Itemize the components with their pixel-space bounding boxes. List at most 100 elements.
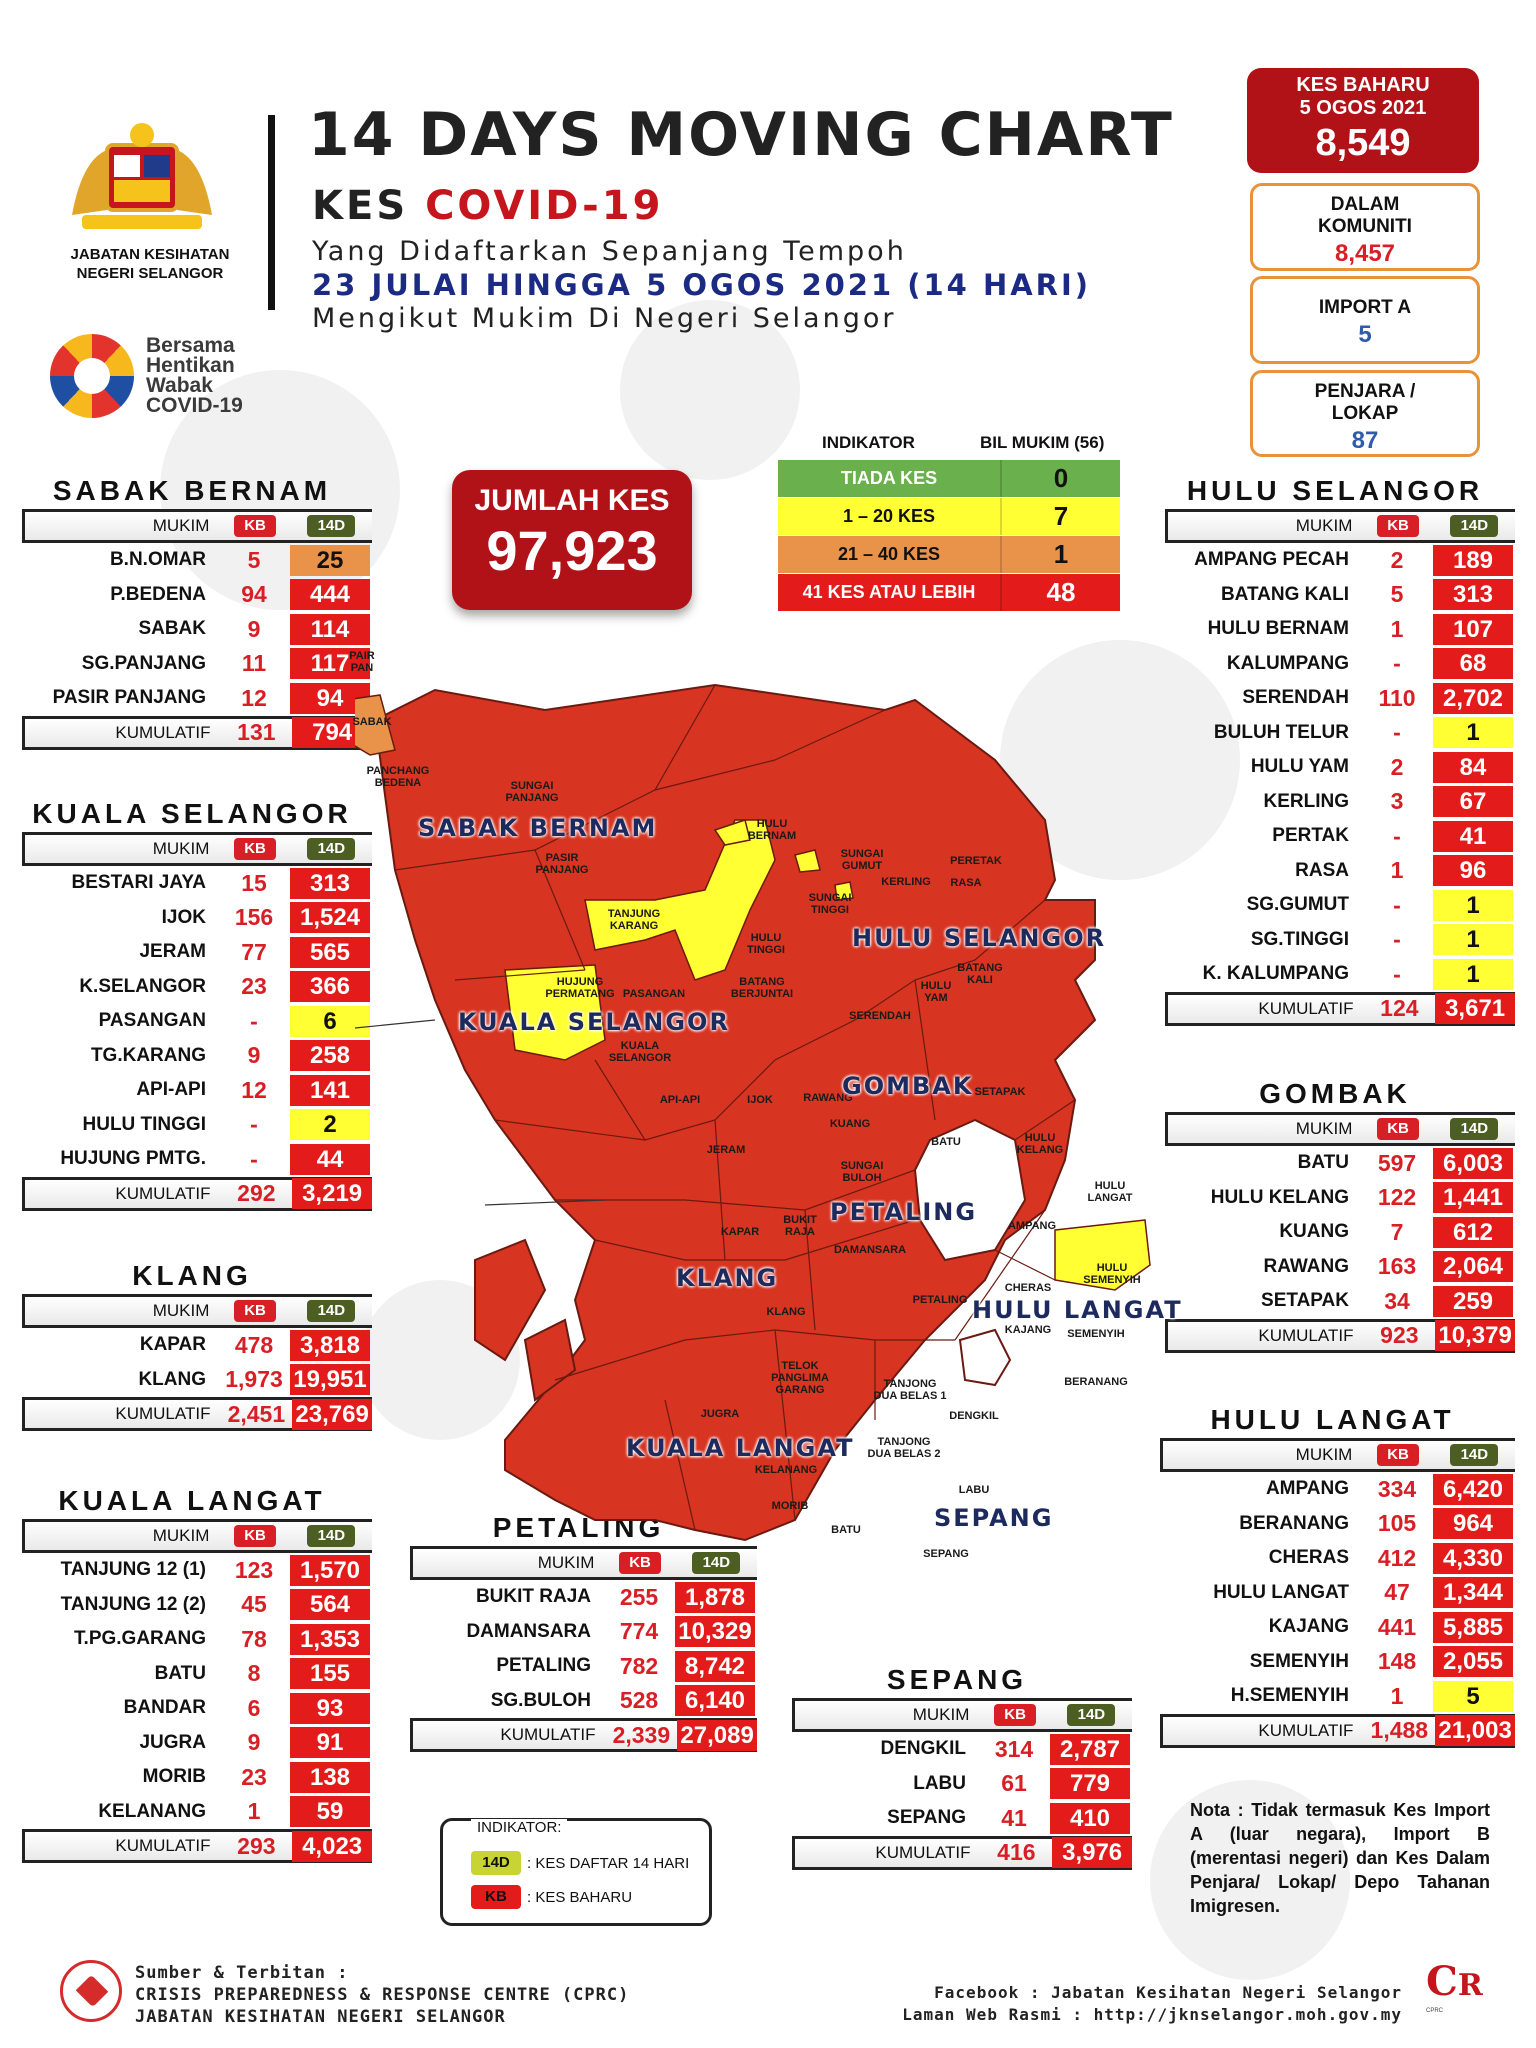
kb-value: - — [1393, 960, 1401, 987]
footer-source-label: Sumber & Terbitan : — [135, 1963, 349, 1983]
cumulative-label: KUMULATIF — [875, 1842, 971, 1862]
mukim-name: HUJUNG PMTG. — [60, 1148, 206, 1170]
d14-header-cell: 14D — [1434, 1444, 1515, 1466]
d14-value: 59 — [290, 1796, 370, 1828]
mukim-name: HULU BERNAM — [1207, 618, 1349, 640]
sunburst-icon — [50, 334, 134, 418]
district-name: KUALA SELANGOR — [32, 798, 352, 829]
map-mukim-label: SERENDAH — [849, 1010, 911, 1022]
map-leader-line — [484, 1199, 606, 1206]
table-row: HULU YAM 2 84 — [1165, 750, 1515, 785]
mukim-name: TANJUNG 12 (1) — [60, 1559, 206, 1581]
indicator-row: TIADA KES 0 — [778, 460, 1120, 497]
district-name: SABAK BERNAM — [52, 475, 332, 506]
kb-header: KB — [619, 1552, 662, 1574]
map-label-kuala-langat: KUALA LANGAT — [626, 1434, 855, 1462]
table-row: HULU KELANG 122 1,441 — [1165, 1181, 1515, 1216]
community-label: DALAM KOMUNITI — [1318, 194, 1412, 237]
kb-value: 9 — [247, 1042, 261, 1069]
indicator-label: 1 – 20 KES — [842, 506, 936, 526]
mukim-header: MUKIM — [152, 1526, 210, 1545]
d14-header: 14D — [307, 1525, 356, 1547]
mukim-name: KALUMPANG — [1226, 652, 1349, 674]
table-header: MUKIM KB 14D — [410, 1546, 757, 1580]
map-mukim-label: PERETAK — [950, 855, 1002, 867]
indicator-row: 41 KES ATAU LEBIH 48 — [778, 574, 1120, 611]
d14-value: 68 — [1433, 648, 1513, 680]
cumulative-kb: 293 — [237, 1832, 276, 1859]
cprc-logo-text: CPRC — [1426, 2008, 1444, 2014]
map-mukim-label: CHERAS — [1004, 1282, 1052, 1294]
map-leader-line — [355, 1019, 436, 1029]
kb-value: 23 — [241, 1763, 267, 1790]
mukim-name: IJOK — [161, 906, 206, 928]
mukim-header: MUKIM — [152, 839, 210, 858]
description-line-3: Mengikut Mukim Di Negeri Selangor — [312, 303, 897, 334]
cumulative-kb: 2,451 — [227, 1400, 286, 1427]
d14-value: 2,787 — [1050, 1733, 1130, 1765]
d14-value: 1 — [1433, 889, 1513, 921]
kb-value: 2 — [1390, 753, 1404, 780]
d14-value: 6,003 — [1433, 1147, 1513, 1179]
prison-cases-box: PENJARA / LOKAP 87 — [1250, 370, 1480, 457]
d14-value: 1,878 — [675, 1581, 755, 1613]
kb-value: 156 — [234, 904, 274, 931]
d14-value: 4,330 — [1433, 1542, 1513, 1574]
district-table-petaling: PETALING MUKIM KB 14D BUKIT RAJA 255 1,878 DAMA… — [410, 1512, 757, 1752]
cumulative-row: KUMULATIF 2,451 23,769 — [22, 1397, 372, 1431]
district-name: KUALA LANGAT — [58, 1485, 326, 1516]
note-text: Nota : Tidak termasuk Kes Import A (luar… — [1190, 1800, 1490, 1916]
mukim-name: KAPAR — [139, 1334, 206, 1356]
cumulative-d14: 3,671 — [1435, 993, 1515, 1024]
table-row: HUJUNG PMTG. - 44 — [22, 1142, 372, 1177]
d14-value: 2 — [290, 1109, 370, 1141]
table-header: MUKIM KB 14D — [1160, 1438, 1515, 1472]
kb-header-cell: KB — [219, 1300, 290, 1322]
import-label: IMPORT A — [1318, 297, 1412, 318]
kb-value: - — [1393, 719, 1401, 746]
campaign-line: COVID-19 — [146, 394, 243, 417]
legend-title: INDIKATOR: — [471, 1819, 568, 1836]
map-label-hulu-selangor: HULU SELANGOR — [852, 924, 1107, 952]
community-cases-box: DALAM KOMUNITI 8,457 — [1250, 183, 1480, 271]
mukim-name: B.N.OMAR — [109, 549, 206, 571]
cumulative-kb: 416 — [997, 1839, 1036, 1865]
cumulative-kb: 131 — [237, 719, 276, 745]
table-row: SETAPAK 34 259 — [1165, 1284, 1515, 1319]
d14-header: 14D — [307, 515, 356, 537]
indicator-row: 1 – 20 KES 7 — [778, 498, 1120, 535]
d14-header-cell: 14D — [291, 1525, 372, 1547]
kb-value: 528 — [619, 1687, 659, 1714]
district-table-hulu-langat: HULU LANGAT MUKIM KB 14D AMPANG 334 6,420 BERAN… — [1160, 1404, 1515, 1748]
mukim-name: CHERAS — [1268, 1547, 1349, 1569]
d14-value: 1 — [1433, 958, 1513, 990]
district-table-hulu-selangor: HULU SELANGOR MUKIM KB 14D AMPANG PECAH 2 189 B… — [1165, 475, 1515, 1026]
kb-header: KB — [234, 838, 277, 860]
d14-value: 107 — [1433, 613, 1513, 645]
d14-value: 2,064 — [1433, 1251, 1513, 1283]
d14-header: 14D — [1067, 1704, 1116, 1726]
d14-value: 1,441 — [1433, 1182, 1513, 1214]
table-row: AMPANG 334 6,420 — [1160, 1472, 1515, 1507]
kb-value: - — [1393, 650, 1401, 677]
d14-value: 313 — [1433, 579, 1513, 611]
mukim-name: RASA — [1295, 859, 1349, 881]
map-mukim-label: RASA — [950, 877, 982, 889]
d14-value: 189 — [1433, 544, 1513, 576]
kb-value: 163 — [1377, 1253, 1417, 1280]
mukim-name: BANDAR — [123, 1697, 206, 1719]
d14-value: 1 — [1433, 924, 1513, 956]
kb-header: KB — [1377, 515, 1420, 537]
map-sungai-gumut-yellow — [713, 819, 751, 846]
kb-value: 77 — [241, 938, 267, 965]
kb-value: 148 — [1377, 1648, 1417, 1675]
kb-value: 45 — [241, 1591, 267, 1618]
map-mukim-label: TANJUNG KARANG — [607, 908, 661, 932]
map-mukim-label: BUKIT RAJA — [783, 1214, 817, 1238]
map-boundaries — [394, 684, 1076, 1531]
mukim-name: PERTAK — [1272, 825, 1349, 847]
table-row: K. KALUMPANG - 1 — [1165, 957, 1515, 992]
d14-value: 44 — [290, 1143, 370, 1175]
kb-value: 94 — [241, 581, 267, 608]
table-row: HULU BERNAM 1 107 — [1165, 612, 1515, 647]
